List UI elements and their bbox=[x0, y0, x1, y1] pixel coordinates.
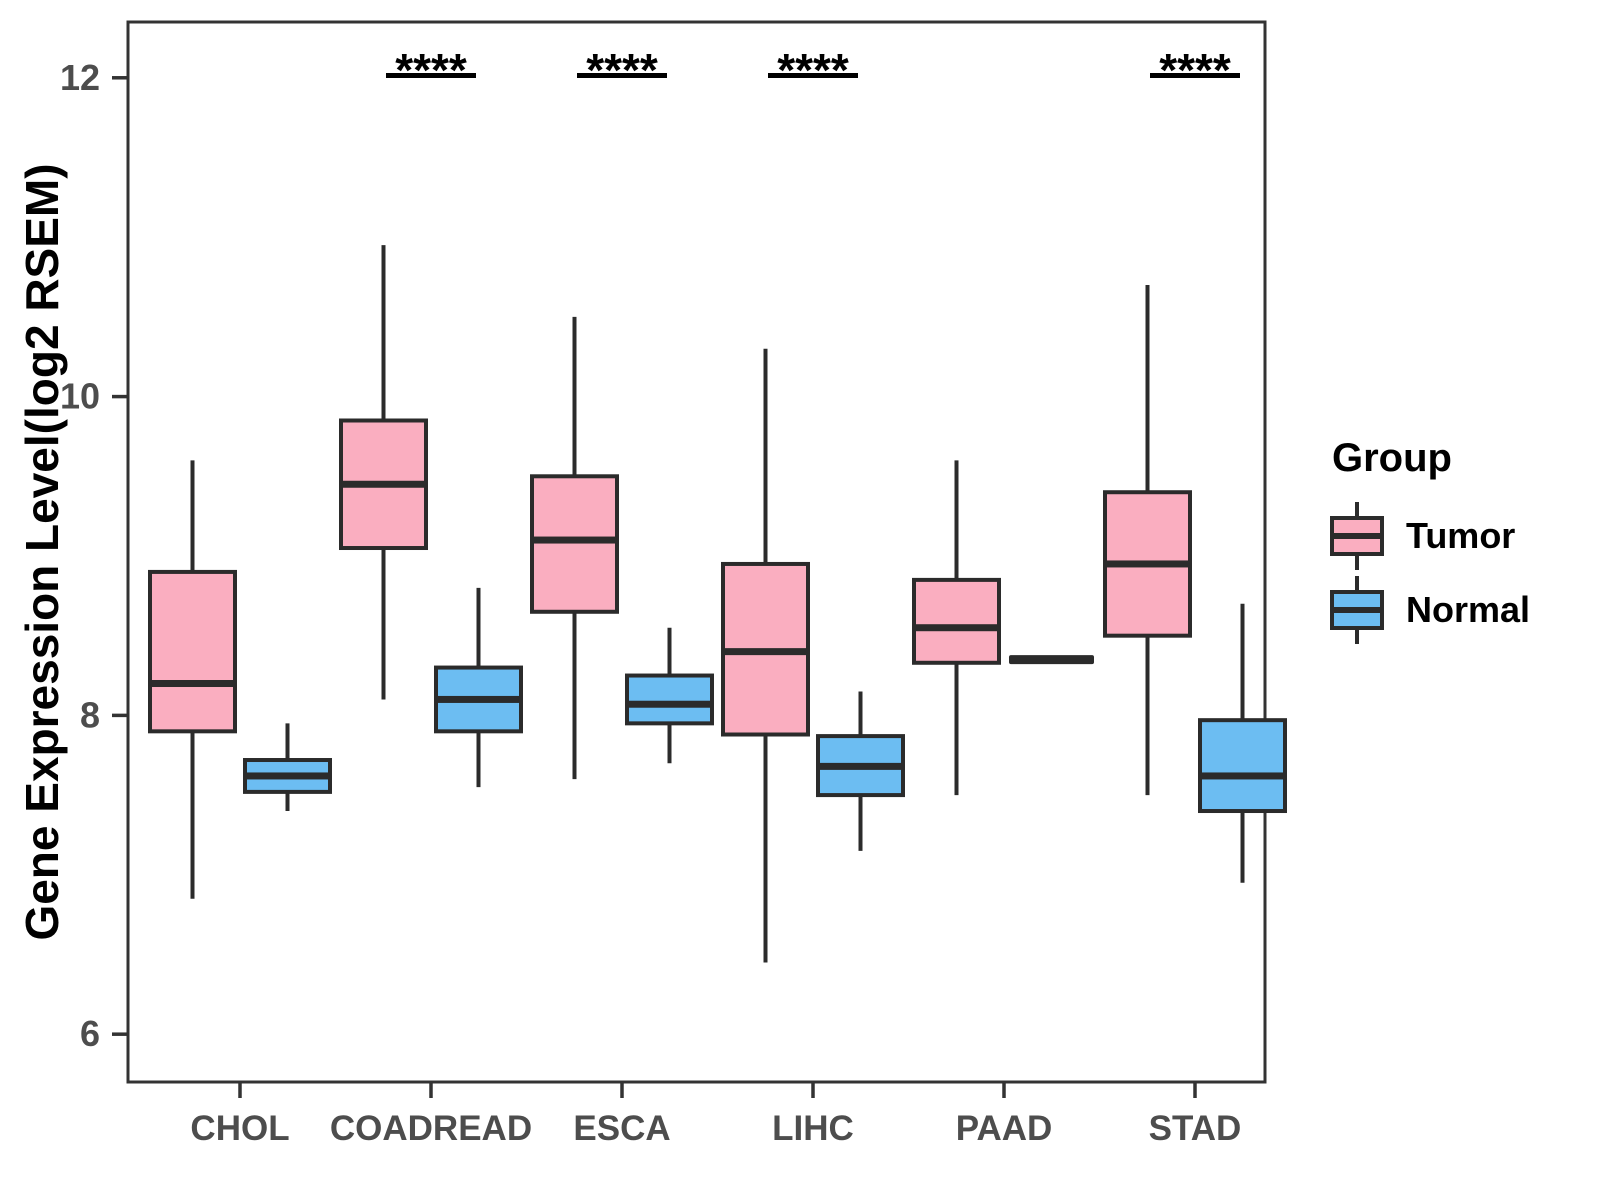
y-tick-label-8: 8 bbox=[80, 694, 100, 735]
key-lower-whisker bbox=[1355, 556, 1359, 570]
key-lower-whisker bbox=[1355, 630, 1359, 644]
x-tick-label-STAD: STAD bbox=[1149, 1109, 1242, 1148]
key-upper-whisker bbox=[1355, 576, 1359, 590]
box-PAAD-Tumor bbox=[912, 577, 1001, 665]
normal-boxplot-key-icon bbox=[1330, 576, 1384, 644]
tumor-boxplot-key-icon bbox=[1330, 502, 1384, 570]
sig-stars-ESCA: **** bbox=[586, 44, 658, 96]
box-LIHC-Normal-median bbox=[820, 762, 901, 770]
box-CHOL-Tumor bbox=[148, 569, 237, 734]
x-tick-label-CHOL: CHOL bbox=[190, 1109, 289, 1148]
x-tick-label-PAAD: PAAD bbox=[956, 1109, 1053, 1148]
box-CHOL-Normal-median bbox=[247, 772, 328, 780]
plot-panel bbox=[126, 20, 1267, 1084]
legend-item-normal: Normal bbox=[1330, 573, 1530, 647]
key-median-line bbox=[1330, 533, 1384, 539]
box-LIHC-Tumor-median bbox=[725, 648, 806, 656]
box-ESCA-Normal-median bbox=[629, 700, 710, 708]
box-ESCA-Tumor-median bbox=[534, 536, 615, 544]
sig-bar-STAD bbox=[1150, 73, 1240, 78]
legend-title: Group bbox=[1332, 436, 1452, 480]
legend-label-normal: Normal bbox=[1406, 589, 1531, 630]
x-tick-label-LIHC: LIHC bbox=[772, 1109, 854, 1148]
sig-stars-COADREAD: **** bbox=[395, 44, 467, 96]
sig-stars-LIHC: **** bbox=[777, 44, 849, 96]
box-PAAD-Normal-median bbox=[1009, 655, 1094, 665]
box-STAD-Normal-median bbox=[1202, 772, 1283, 780]
sig-bar-COADREAD bbox=[386, 73, 476, 78]
key-upper-whisker bbox=[1355, 502, 1359, 516]
legend: Group Tumor Normal bbox=[1330, 436, 1530, 647]
box-PAAD-Tumor-median bbox=[916, 624, 997, 632]
y-axis-title: Gene Expression Level(log2 RSEM) bbox=[16, 163, 68, 941]
y-tick-label-6: 6 bbox=[80, 1013, 100, 1054]
y-tick-label-12: 12 bbox=[60, 57, 100, 98]
x-tick-label-COADREAD: COADREAD bbox=[330, 1109, 532, 1148]
sig-bar-LIHC bbox=[768, 73, 858, 78]
sig-bar-ESCA bbox=[577, 73, 667, 78]
box-ESCA-Normal bbox=[625, 673, 714, 726]
y-tick-label-10: 10 bbox=[60, 376, 100, 417]
sig-stars-STAD: **** bbox=[1159, 44, 1231, 96]
box-COADREAD-Normal-median bbox=[438, 695, 519, 703]
key-median-line bbox=[1330, 607, 1384, 613]
box-STAD-Normal bbox=[1198, 718, 1287, 814]
box-COADREAD-Tumor-median bbox=[343, 480, 424, 488]
legend-label-tumor: Tumor bbox=[1406, 515, 1516, 556]
legend-item-tumor: Tumor bbox=[1330, 499, 1530, 573]
box-CHOL-Tumor-median bbox=[152, 680, 233, 688]
x-tick-label-ESCA: ESCA bbox=[573, 1109, 670, 1148]
box-STAD-Tumor-median bbox=[1107, 560, 1188, 568]
box-ESCA-Tumor bbox=[530, 474, 619, 614]
